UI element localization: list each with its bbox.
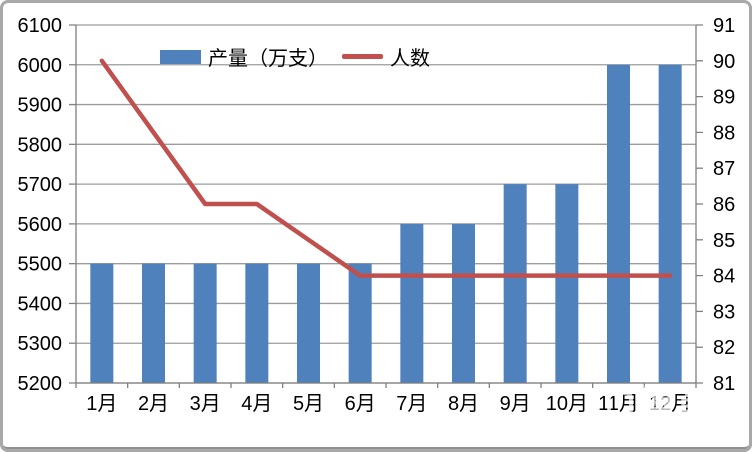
right-axis-label: 87 [713, 158, 735, 180]
x-axis-label: 9月 [500, 393, 531, 415]
left-axis-label: 5500 [18, 254, 63, 276]
chart-legend: 产量（万支） 人数 [160, 42, 430, 71]
x-axis-label: 6月 [345, 393, 376, 415]
bar-2月 [142, 263, 165, 383]
left-axis-label: 6100 [18, 15, 63, 37]
x-axis-label: 3月 [190, 393, 221, 415]
bar-4月 [245, 263, 269, 383]
bar-9月 [503, 184, 527, 383]
left-axis-label: 6000 [18, 55, 63, 77]
x-axis-label: 8月 [448, 393, 479, 415]
bar-6月 [348, 263, 372, 383]
bar-7月 [400, 223, 424, 383]
legend-bar-label: 产量（万支） [208, 48, 328, 70]
x-axis-label: 1月 [86, 393, 117, 415]
right-axis-label: 90 [713, 51, 735, 73]
left-axis-label: 5200 [18, 373, 63, 395]
right-axis-label: 86 [713, 194, 735, 216]
left-axis-label: 5400 [18, 293, 63, 315]
legend-line-swatch-icon [342, 54, 383, 59]
headcount-line [99, 58, 673, 278]
right-axis-label: 88 [713, 122, 735, 144]
right-axis-label: 91 [713, 15, 735, 37]
legend-item-production: 产量（万支） [160, 42, 328, 71]
x-axis-label: 4月 [241, 393, 272, 415]
right-axis-label: 81 [713, 373, 735, 395]
bar-10月 [555, 184, 579, 383]
left-axis-label: 5900 [18, 95, 63, 117]
right-axis-label: 83 [713, 301, 735, 323]
bar-12月 [658, 64, 682, 384]
x-axis-label: 11月 [598, 393, 639, 415]
right-axis-label: 89 [713, 87, 735, 109]
bar-3月 [193, 263, 217, 383]
x-axis-label: 7月 [396, 393, 427, 415]
legend-item-headcount: 人数 [342, 42, 430, 71]
right-axis-label: 82 [713, 337, 735, 359]
legend-bar-swatch-icon [160, 49, 201, 64]
left-axis-label: 5700 [18, 174, 63, 196]
x-axis-label: 12月 [649, 393, 691, 415]
x-axis-label: 2月 [138, 393, 169, 415]
bar-8月 [452, 223, 475, 383]
right-axis-label: 85 [713, 230, 735, 252]
bar-5月 [297, 263, 320, 383]
bar-11月 [607, 64, 630, 384]
right-axis-label: 84 [713, 266, 735, 288]
legend-line-label: 人数 [390, 48, 430, 70]
left-axis-label: 5600 [18, 214, 63, 236]
x-axis-label: 5月 [293, 393, 324, 415]
left-axis-label: 5800 [18, 134, 63, 156]
x-axis-label: 10月 [546, 393, 588, 415]
bar-1月 [90, 263, 114, 383]
left-axis-label: 5300 [18, 333, 63, 355]
